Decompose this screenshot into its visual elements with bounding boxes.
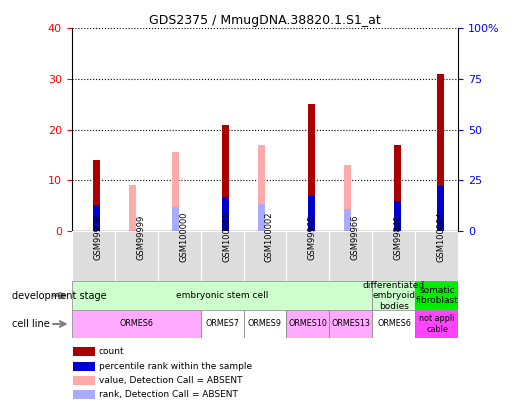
Text: GSM99998: GSM99998 (93, 214, 102, 260)
FancyBboxPatch shape (200, 231, 243, 281)
FancyBboxPatch shape (373, 310, 416, 338)
Text: not appli
cable: not appli cable (419, 314, 455, 334)
Text: GSM100004: GSM100004 (437, 212, 446, 262)
Text: GSM99840: GSM99840 (394, 214, 403, 260)
Bar (343, 165, 351, 231)
Bar (258, 203, 266, 231)
Text: development stage: development stage (12, 291, 107, 301)
FancyBboxPatch shape (416, 281, 458, 310)
FancyBboxPatch shape (72, 310, 200, 338)
FancyBboxPatch shape (200, 310, 243, 338)
Bar (172, 152, 180, 231)
Text: percentile rank within the sample: percentile rank within the sample (99, 362, 252, 371)
Text: embryonic stem cell: embryonic stem cell (176, 291, 268, 300)
Bar (93, 205, 100, 231)
FancyBboxPatch shape (243, 310, 287, 338)
Text: GSM100000: GSM100000 (179, 212, 188, 262)
FancyBboxPatch shape (330, 310, 373, 338)
Bar (93, 160, 100, 231)
Text: GSM99965: GSM99965 (308, 214, 317, 260)
FancyBboxPatch shape (114, 231, 157, 281)
FancyBboxPatch shape (243, 231, 287, 281)
Bar (258, 145, 266, 231)
FancyBboxPatch shape (287, 231, 330, 281)
Bar (222, 198, 229, 231)
Bar (307, 196, 315, 231)
Text: count: count (99, 347, 125, 356)
Text: GSM100002: GSM100002 (265, 212, 274, 262)
FancyBboxPatch shape (416, 231, 458, 281)
Text: ORMES6: ORMES6 (119, 320, 153, 328)
Bar (394, 145, 401, 231)
Bar (172, 207, 180, 231)
FancyBboxPatch shape (373, 231, 416, 281)
FancyBboxPatch shape (73, 362, 95, 371)
FancyBboxPatch shape (73, 390, 95, 399)
Text: GSM99999: GSM99999 (136, 214, 145, 260)
Bar (343, 209, 351, 231)
Text: GSM99966: GSM99966 (351, 214, 360, 260)
Text: rank, Detection Call = ABSENT: rank, Detection Call = ABSENT (99, 390, 237, 399)
Text: somatic
fibroblast: somatic fibroblast (416, 286, 458, 305)
FancyBboxPatch shape (330, 231, 373, 281)
Text: cell line: cell line (12, 319, 49, 329)
FancyBboxPatch shape (157, 231, 200, 281)
Text: ORMES10: ORMES10 (288, 320, 328, 328)
FancyBboxPatch shape (73, 376, 95, 385)
Text: ORMES7: ORMES7 (205, 320, 239, 328)
Text: ORMES6: ORMES6 (377, 320, 411, 328)
Bar (222, 125, 229, 231)
Bar (437, 74, 444, 231)
FancyBboxPatch shape (72, 231, 114, 281)
Text: GSM100001: GSM100001 (222, 212, 231, 262)
Text: value, Detection Call = ABSENT: value, Detection Call = ABSENT (99, 376, 242, 385)
FancyBboxPatch shape (416, 310, 458, 338)
FancyBboxPatch shape (287, 310, 330, 338)
Text: GDS2375 / MmugDNA.38820.1.S1_at: GDS2375 / MmugDNA.38820.1.S1_at (149, 14, 381, 27)
FancyBboxPatch shape (72, 281, 373, 310)
Text: ORMES9: ORMES9 (248, 320, 282, 328)
FancyBboxPatch shape (73, 347, 95, 356)
FancyBboxPatch shape (373, 281, 416, 310)
Bar (437, 186, 444, 231)
Text: ORMES13: ORMES13 (332, 320, 370, 328)
Bar (394, 201, 401, 231)
Text: differentiated
embryoid
bodies: differentiated embryoid bodies (363, 281, 425, 311)
Bar (129, 185, 136, 231)
Bar (307, 104, 315, 231)
